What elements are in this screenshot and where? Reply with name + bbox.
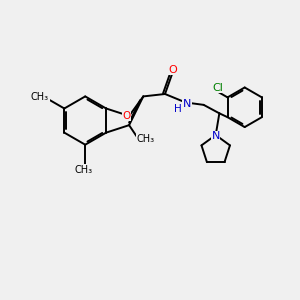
Text: H: H	[174, 104, 182, 114]
Text: O: O	[123, 111, 131, 121]
Text: Cl: Cl	[212, 83, 223, 93]
Text: CH₃: CH₃	[31, 92, 49, 102]
Text: N: N	[212, 131, 220, 141]
Text: O: O	[168, 65, 177, 75]
Text: CH₃: CH₃	[137, 134, 155, 144]
Text: CH₃: CH₃	[75, 165, 93, 175]
Text: N: N	[183, 99, 191, 109]
